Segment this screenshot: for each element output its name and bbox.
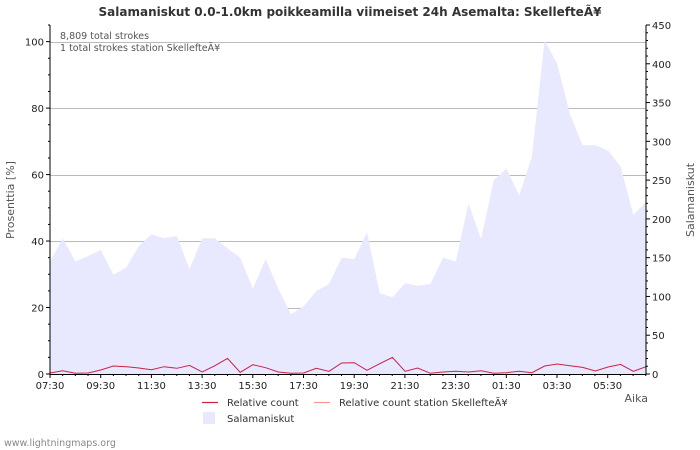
x-tick-label: 07:30 xyxy=(36,381,65,392)
x-tick-label: 17:30 xyxy=(289,381,318,392)
x-axis-ticks: 07:30 09:30 11:30 13:30 15:30 17:30 19:30 21:30… xyxy=(36,374,647,392)
x-tick-label: 21:30 xyxy=(390,381,419,392)
left-tick-label: 40 xyxy=(31,237,44,248)
x-tick-label: 13:30 xyxy=(188,381,217,392)
legend-relative-station-label: Relative count station SkellefteÃ¥ xyxy=(339,396,508,409)
x-tick-label: 11:30 xyxy=(137,381,166,392)
x-axis-label: Aika xyxy=(625,392,649,405)
left-tick-label: 100 xyxy=(25,38,44,49)
x-tick-label: 09:30 xyxy=(86,381,115,392)
left-tick-label: 80 xyxy=(31,104,44,115)
right-tick-label: 400 xyxy=(652,60,671,71)
x-tick-label: 05:30 xyxy=(593,381,622,392)
right-tick-label: 450 xyxy=(652,21,671,32)
right-tick-label: 0 xyxy=(652,370,658,381)
annotation-station-strokes: 1 total strokes station SkellefteÃ¥ xyxy=(60,43,220,54)
footer-credit: www.lightningmaps.org xyxy=(4,438,116,449)
right-axis-ticks: 0 50 100 150 200 250 300 350 400 450 xyxy=(646,21,671,381)
right-tick-label: 200 xyxy=(652,215,671,226)
legend: Relative count Relative count station Sk… xyxy=(202,396,508,425)
annotation-total-strokes: 8,809 total strokes xyxy=(60,31,149,42)
legend-salamaniskut-label: Salamaniskut xyxy=(227,414,294,425)
x-tick-label: 15:30 xyxy=(238,381,267,392)
right-tick-label: 100 xyxy=(652,292,671,303)
right-tick-label: 150 xyxy=(652,254,671,265)
legend-relative-label: Relative count xyxy=(227,398,299,409)
right-axis-label: Salamaniskut xyxy=(684,162,697,237)
salamaniskut-area xyxy=(50,40,646,374)
relative-count-line xyxy=(49,356,647,374)
right-tick-label: 250 xyxy=(652,176,671,187)
x-tick-label: 03:30 xyxy=(543,381,572,392)
right-tick-label: 300 xyxy=(652,137,671,148)
left-tick-label: 0 xyxy=(38,370,44,381)
legend-salamaniskut-swatch xyxy=(203,412,215,424)
chart-title: Salamaniskut 0.0-1.0km poikkeamilla viim… xyxy=(99,4,603,19)
x-tick-label: 01:30 xyxy=(492,381,521,392)
x-tick-label: 19:30 xyxy=(340,381,369,392)
left-tick-label: 20 xyxy=(31,304,44,315)
left-axis-label: Prosenttia [%] xyxy=(4,161,17,239)
x-tick-label: 23:30 xyxy=(441,381,470,392)
left-axis-ticks: 0 20 40 60 80 100 xyxy=(25,24,50,381)
right-tick-label: 50 xyxy=(652,331,665,342)
left-tick-label: 60 xyxy=(31,171,44,182)
right-tick-label: 350 xyxy=(652,99,671,110)
